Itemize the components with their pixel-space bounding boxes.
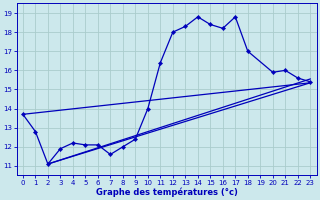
X-axis label: Graphe des températures (°c): Graphe des températures (°c) — [96, 187, 237, 197]
